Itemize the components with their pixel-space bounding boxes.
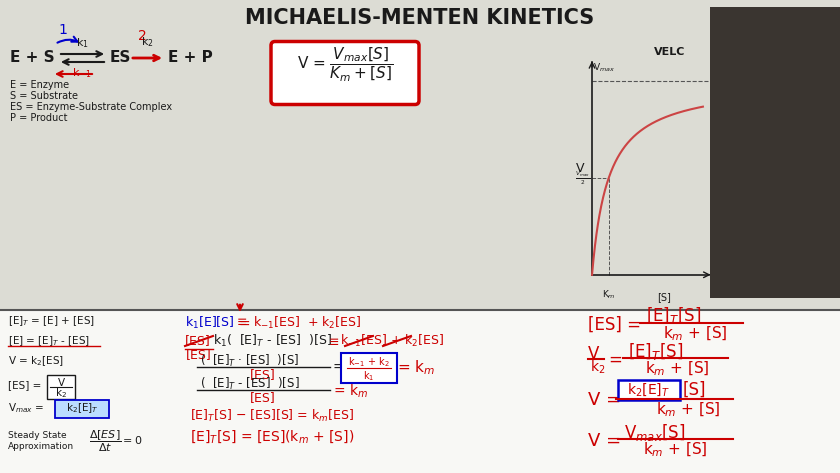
- Text: (  [E]$_T$ - [ES]  )[S]: ( [E]$_T$ - [ES] )[S]: [200, 376, 300, 392]
- Text: V$_{max}$ =: V$_{max}$ =: [8, 401, 45, 415]
- Text: V: V: [588, 345, 600, 363]
- Text: $\dfrac{\Delta[ES]}{\Delta t} = 0$: $\dfrac{\Delta[ES]}{\Delta t} = 0$: [89, 428, 143, 454]
- Text: [ES] =: [ES] =: [588, 316, 641, 334]
- Text: [ES]: [ES]: [250, 392, 276, 404]
- Text: $\frac{V_{max}}{2}$: $\frac{V_{max}}{2}$: [575, 169, 590, 187]
- Text: k$_2$: k$_2$: [55, 386, 67, 400]
- Text: k$_{-1}$ + k$_2$: k$_{-1}$ + k$_2$: [348, 355, 390, 369]
- Text: [ES]: [ES]: [186, 349, 212, 361]
- Text: ES: ES: [110, 51, 131, 65]
- Text: k$_1$: k$_1$: [76, 36, 88, 50]
- Text: [E]$_T$ = [E] + [ES]: [E]$_T$ = [E] + [ES]: [8, 314, 95, 328]
- Text: E = Enzyme: E = Enzyme: [10, 80, 69, 90]
- Text: [ES]: [ES]: [250, 368, 276, 382]
- FancyBboxPatch shape: [618, 380, 680, 400]
- Text: [E] = [E]$_T$ - [ES]: [E] = [E]$_T$ - [ES]: [8, 334, 90, 348]
- Text: Steady State: Steady State: [8, 430, 66, 439]
- Text: 1: 1: [59, 23, 67, 37]
- Text: V =: V =: [588, 432, 621, 450]
- Text: S = Substrate: S = Substrate: [10, 91, 78, 101]
- Text: V =: V =: [588, 391, 621, 409]
- Text: k$_2$: k$_2$: [140, 35, 154, 49]
- Text: [E]$_T$[S] − [ES][S] = k$_m$[ES]: [E]$_T$[S] − [ES][S] = k$_m$[ES]: [190, 408, 354, 424]
- Text: $\equiv$: $\equiv$: [234, 315, 248, 329]
- Text: =: =: [333, 361, 344, 375]
- Text: = k$_m$: = k$_m$: [397, 359, 435, 377]
- FancyBboxPatch shape: [47, 375, 75, 399]
- Text: k$_1$[E][S]: k$_1$[E][S]: [185, 315, 234, 331]
- Text: [ES]: [ES]: [185, 334, 211, 348]
- Text: Approximation: Approximation: [8, 441, 74, 450]
- Text: k$_1$(  [E]$_T$ - [ES]  )[S]: k$_1$( [E]$_T$ - [ES] )[S]: [213, 333, 332, 349]
- Text: k$_{-1}$[ES]  + k$_2$[ES]: k$_{-1}$[ES] + k$_2$[ES]: [253, 315, 361, 331]
- Text: MICHAELIS-MENTEN KINETICS: MICHAELIS-MENTEN KINETICS: [245, 8, 595, 28]
- Text: k$_{-1}$[ES] + k$_2$[ES]: k$_{-1}$[ES] + k$_2$[ES]: [340, 333, 444, 349]
- FancyBboxPatch shape: [271, 42, 419, 105]
- Text: k$_m$ + [S]: k$_m$ + [S]: [663, 325, 727, 343]
- Text: K$_m$: K$_m$: [601, 289, 616, 301]
- Text: V: V: [575, 162, 584, 175]
- FancyBboxPatch shape: [341, 353, 397, 383]
- Text: = k$_m$: = k$_m$: [333, 382, 368, 400]
- Text: k$_m$ + [S]: k$_m$ + [S]: [643, 441, 707, 459]
- Text: k$_{-1}$: k$_{-1}$: [72, 66, 92, 80]
- Text: P = Product: P = Product: [10, 113, 67, 123]
- Bar: [0, 310, 840, 473]
- Text: k$_m$ + [S]: k$_m$ + [S]: [656, 401, 721, 419]
- Text: 2: 2: [138, 29, 146, 43]
- Text: k$_m$ + [S]: k$_m$ + [S]: [645, 360, 710, 378]
- Text: [E]$_T$[S]: [E]$_T$[S]: [628, 341, 684, 361]
- Text: V$_{max}$: V$_{max}$: [593, 61, 615, 74]
- Text: V: V: [57, 378, 65, 388]
- Text: V = k$_2$[ES]: V = k$_2$[ES]: [8, 354, 64, 368]
- Text: E + S: E + S: [10, 51, 55, 65]
- Text: [E]$_T$[S]: [E]$_T$[S]: [646, 306, 701, 326]
- Text: (  [E]$_T$ · [ES]  )[S]: ( [E]$_T$ · [ES] )[S]: [200, 353, 299, 369]
- Text: ES = Enzyme-Substrate Complex: ES = Enzyme-Substrate Complex: [10, 102, 172, 112]
- Text: [E]$_T$[S] = [ES](k$_m$ + [S]): [E]$_T$[S] = [ES](k$_m$ + [S]): [190, 429, 354, 446]
- Text: $=$: $=$: [235, 316, 250, 330]
- Text: =: =: [608, 351, 622, 369]
- Text: [S]: [S]: [683, 381, 706, 399]
- Text: VELC: VELC: [654, 47, 685, 57]
- Text: [ES] =: [ES] =: [8, 380, 45, 390]
- Bar: [0, 0, 840, 310]
- Text: E + P: E + P: [168, 51, 213, 65]
- Text: k$_1$: k$_1$: [364, 369, 375, 383]
- Text: [S]: [S]: [657, 292, 671, 302]
- Text: k$_2$[E]$_T$: k$_2$[E]$_T$: [66, 401, 98, 415]
- Text: $\equiv$: $\equiv$: [326, 334, 340, 348]
- FancyBboxPatch shape: [55, 400, 109, 418]
- Text: k$_2$[E]$_T$: k$_2$[E]$_T$: [627, 382, 670, 398]
- Text: V$_{max}$[S]: V$_{max}$[S]: [624, 421, 685, 443]
- Text: k$_2$: k$_2$: [590, 359, 606, 376]
- Text: V = $\dfrac{V_{max}[S]}{K_m + [S]}$: V = $\dfrac{V_{max}[S]}{K_m + [S]}$: [297, 46, 393, 84]
